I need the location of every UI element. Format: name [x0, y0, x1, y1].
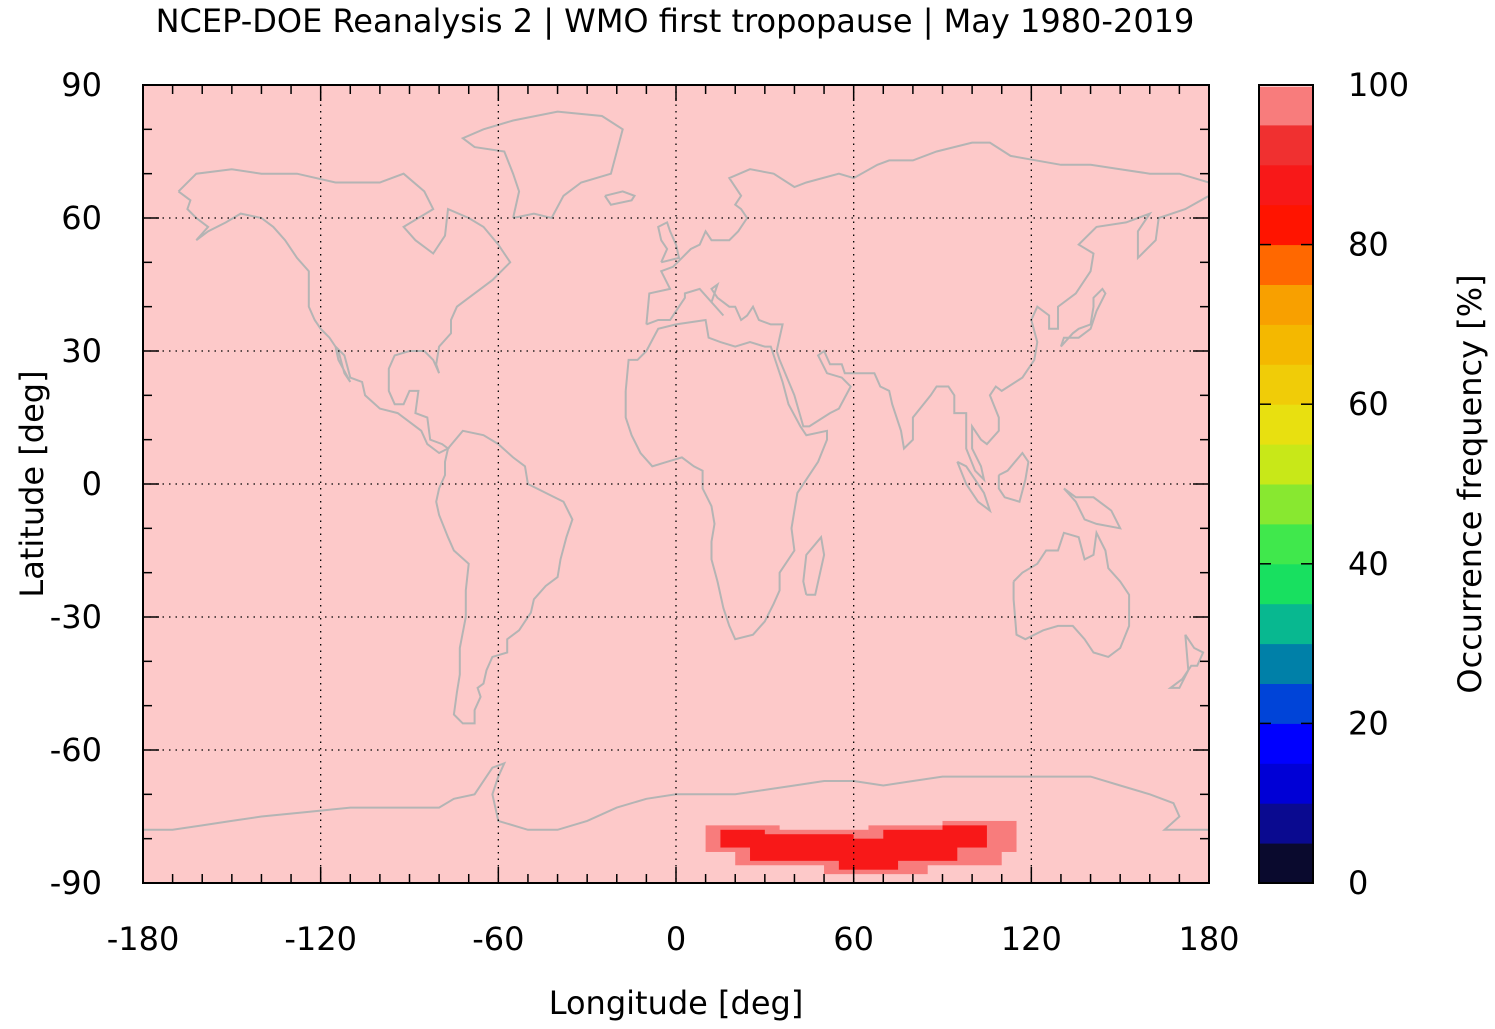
x-tick-labels: -180 -120 -60 0 60 120 180: [107, 920, 1240, 958]
colorbar-segment: [1259, 204, 1313, 246]
colorbar-segment: [1259, 244, 1313, 285]
colorbar-segment: [1259, 404, 1313, 445]
y-tick-label: -60: [50, 731, 102, 769]
colorbar-segment: [1259, 683, 1313, 724]
y-tick-labels: -90 -60 -30 0 30 60 90: [50, 66, 102, 902]
plot-area: [142, 84, 1210, 884]
coastline-australia: [1012, 529, 1131, 659]
coastline-eurasia: [645, 141, 1209, 483]
colorbar-segment: [1259, 324, 1313, 365]
colorbar-tick-label: 100: [1348, 66, 1409, 104]
colorbar-frame: [1258, 84, 1314, 884]
colorbar-segment: [1259, 563, 1313, 605]
coastlines: [143, 110, 1209, 831]
coastline-new-zealand: [1167, 634, 1205, 689]
anomaly-core-cell-1: [750, 834, 854, 861]
colorbar-tick-label: 20: [1348, 704, 1389, 742]
colorbar-segment: [1259, 164, 1313, 206]
coastline-japan: [1059, 287, 1107, 348]
coastline-borneo: [997, 451, 1030, 503]
colorbar-tick-labels: 0 20 40 60 80 100: [1348, 66, 1409, 902]
x-tick-label: -120: [284, 920, 357, 958]
y-tick-label: -90: [50, 864, 102, 902]
colorbar-segment: [1259, 603, 1313, 645]
coastline-british-isles: [657, 220, 681, 264]
y-tick-label: 30: [61, 332, 102, 370]
chart-title: NCEP-DOE Reanalysis 2 | WMO first tropop…: [156, 2, 1195, 40]
x-tick-label: -180: [107, 920, 180, 958]
coastline-new-guinea: [1063, 487, 1122, 530]
colorbar-segment: [1259, 843, 1313, 884]
y-tick-label: 60: [61, 199, 102, 237]
colorbar-segment: [1259, 124, 1313, 166]
x-tick-label: 60: [833, 920, 874, 958]
y-tick-label: -30: [50, 598, 102, 636]
colorbar-segment: [1259, 523, 1313, 565]
coastline-antarctica: [143, 761, 1209, 831]
colorbar-segment: [1259, 643, 1313, 684]
colorbar-tick-label: 40: [1348, 545, 1389, 583]
plot-frame: [142, 84, 1210, 884]
colorbar-label: Occurrence frequency [%]: [1451, 274, 1489, 693]
y-tick-label: 0: [82, 465, 102, 503]
colorbar-segment: [1259, 723, 1313, 764]
colorbar: [1258, 84, 1314, 884]
coastline-iceland: [604, 190, 637, 206]
x-tick-label: -60: [472, 920, 524, 958]
y-axis-label: Latitude [deg]: [13, 370, 51, 597]
coastline-sumatra: [956, 460, 992, 514]
coastline-south-america: [435, 429, 574, 725]
anomaly-core-cell-4: [942, 825, 987, 848]
colorbar-segment: [1259, 803, 1313, 844]
x-tick-label: 0: [666, 920, 686, 958]
coastline-greenland: [460, 110, 624, 220]
colorbar-tick-label: 60: [1348, 385, 1389, 423]
coastline-africa: [624, 318, 828, 641]
colorbar-segment: [1259, 484, 1313, 525]
y-tick-label: 90: [61, 66, 102, 104]
x-tick-label: 120: [1001, 920, 1062, 958]
colorbar-segment: [1259, 444, 1313, 485]
x-tick-label: 180: [1178, 920, 1239, 958]
colorbar-segment: [1259, 284, 1313, 325]
x-axis-label: Longitude [deg]: [549, 984, 804, 1022]
colorbar-segment: [1259, 364, 1313, 405]
grid-lines: [143, 85, 1209, 883]
colorbar-segment: [1259, 763, 1313, 804]
colorbar-tick-label: 0: [1348, 864, 1368, 902]
anomaly-region: [705, 820, 1017, 875]
coastline-north-america: [177, 168, 512, 455]
colorbar-tick-label: 80: [1348, 226, 1389, 264]
colorbar-segment: [1259, 85, 1313, 126]
coastline-madagascar: [802, 534, 826, 596]
